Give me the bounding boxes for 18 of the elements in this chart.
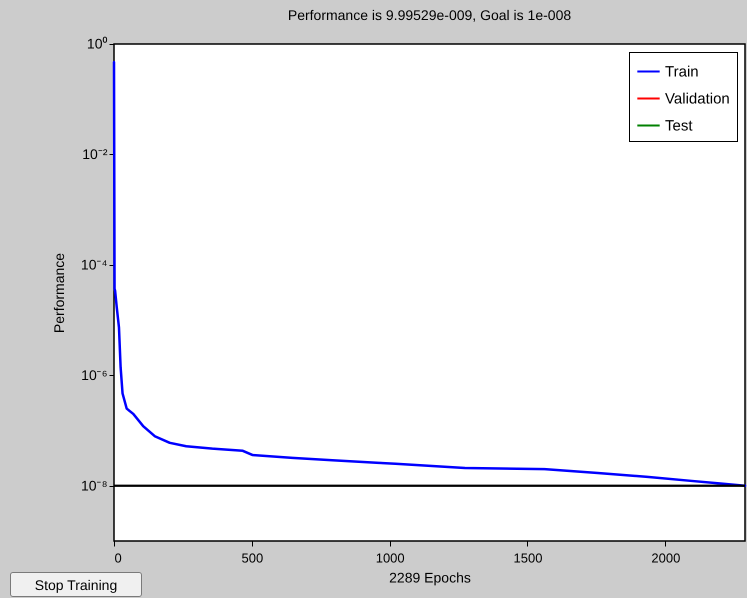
x-tick-label: 0: [114, 550, 122, 566]
chart-title: Performance is 9.99529e-009, Goal is 1e-008: [288, 7, 572, 23]
x-axis-title: 2289 Epochs: [389, 570, 471, 586]
legend-label: Validation: [665, 90, 730, 108]
x-tick-label: 1500: [514, 550, 542, 566]
y-axis-title: Performance: [50, 252, 67, 334]
x-tick-label: 2000: [651, 550, 680, 566]
stop-training-button: Stop Training: [10, 572, 142, 597]
x-tick-label: 500: [241, 550, 264, 566]
line-series: [112, 60, 746, 488]
legend-label: Train: [665, 64, 699, 80]
y-tick-label: 10⁻²: [82, 146, 108, 162]
y-tick-label: 10⁻⁸: [81, 477, 108, 494]
y-tick-label: 10⁰: [86, 36, 108, 52]
y-tick-label: 10⁻⁶: [81, 366, 108, 383]
x-tick-label: 1000: [376, 550, 405, 566]
legend-label: Test: [665, 118, 694, 134]
y-tick-label: 10⁻⁴: [80, 256, 108, 272]
